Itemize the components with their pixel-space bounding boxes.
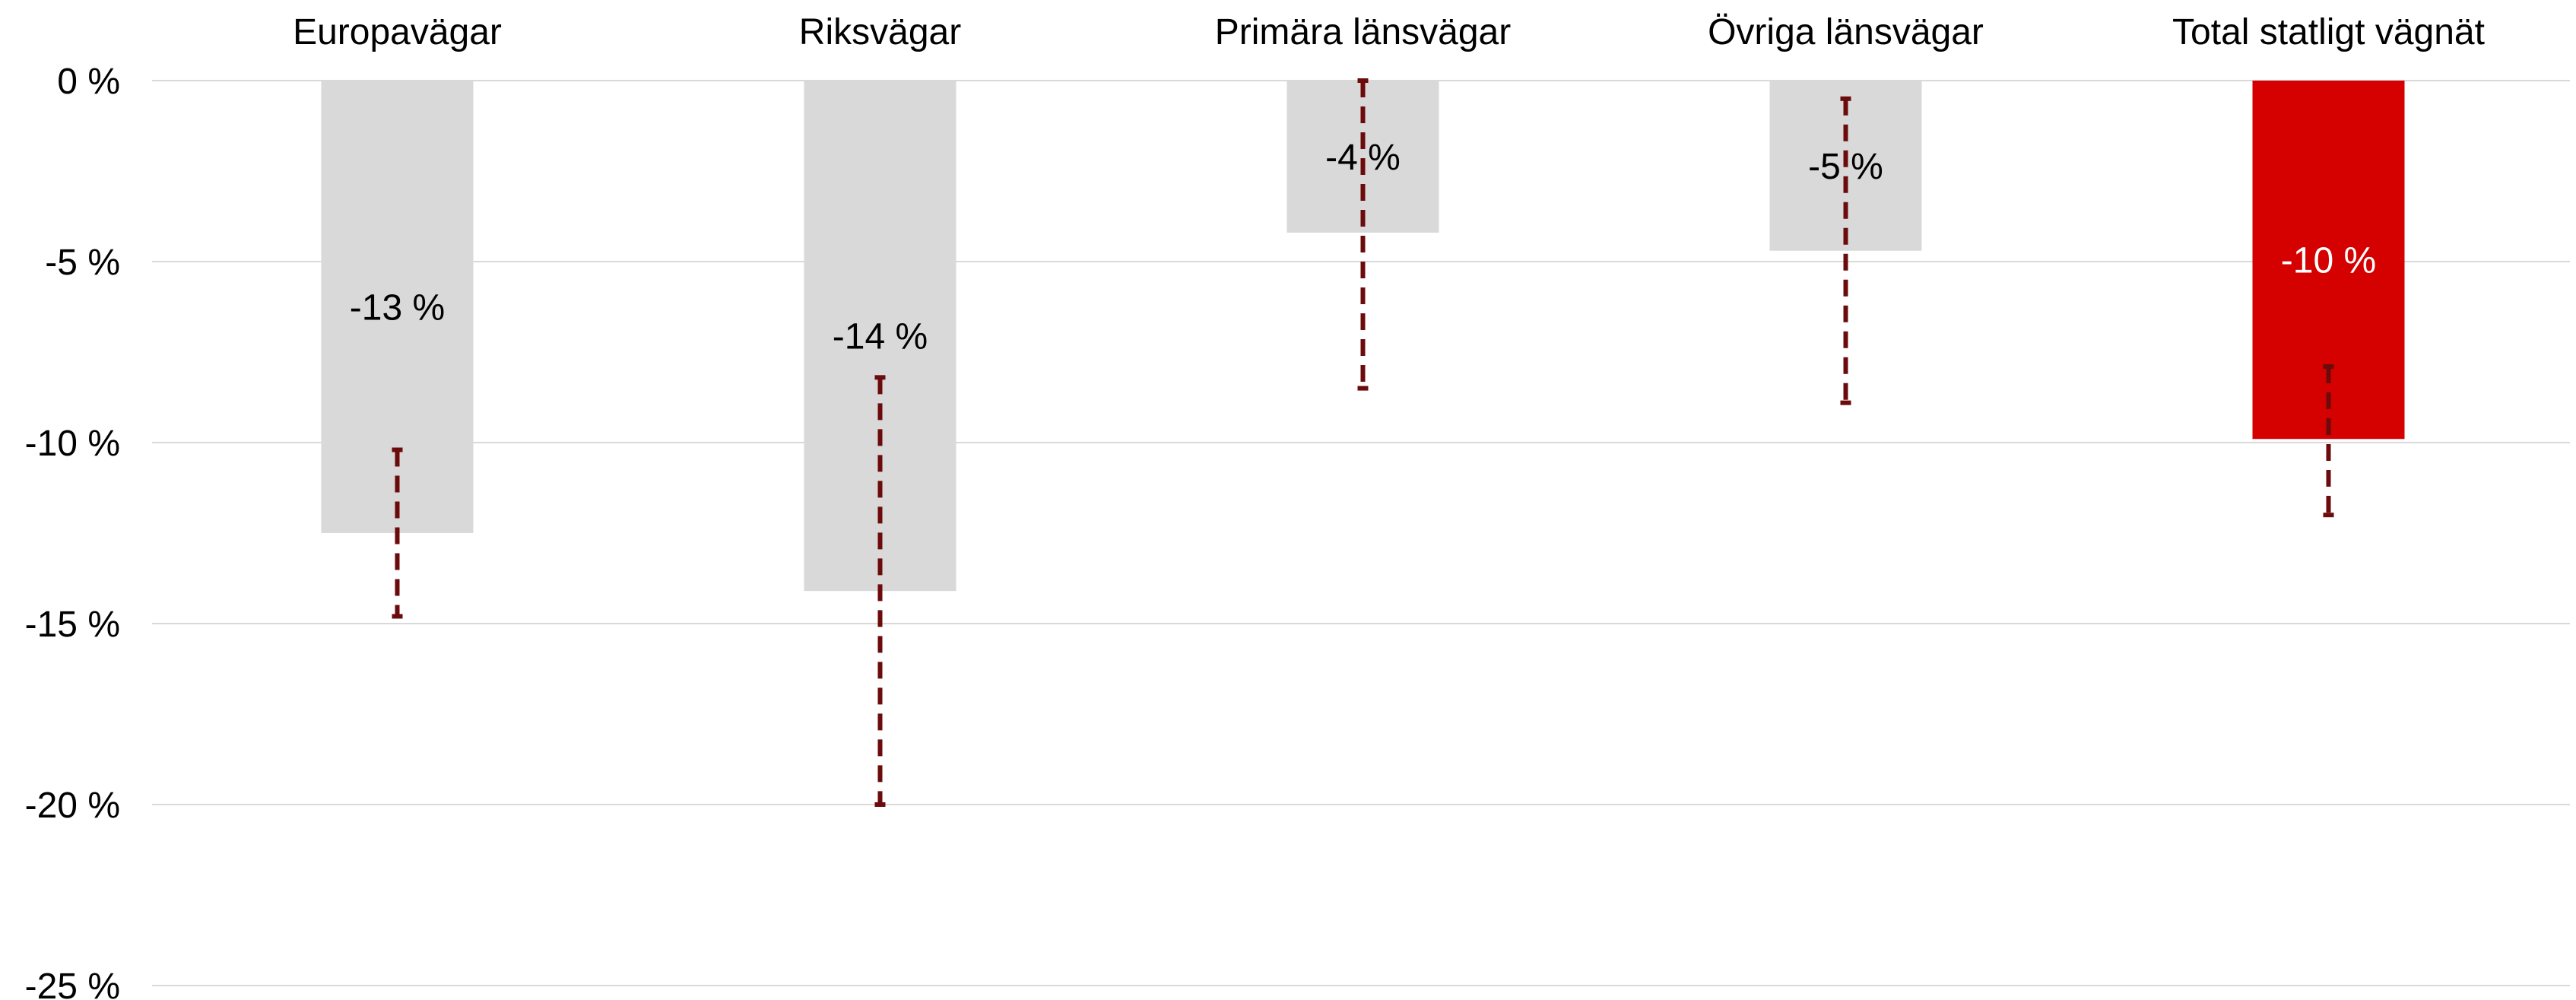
bar <box>804 81 956 592</box>
data-label: -13 % <box>350 288 445 329</box>
y-axis-tick-labels: 0 % -5 % -10 % -15 % -20 % -25 % <box>25 62 120 1000</box>
error-bar <box>2323 364 2334 518</box>
data-labels: -13 % -14 % -4 % -5 % -10 % <box>350 138 2376 357</box>
y-tick-label: -5 % <box>45 243 120 283</box>
y-tick-label: -10 % <box>25 424 120 464</box>
category-label: Europavägar <box>293 12 502 52</box>
error-bar <box>874 375 886 807</box>
y-tick-label: -15 % <box>25 605 120 645</box>
category-labels: Europavägar Riksvägar Primära länsvägar Övr… <box>293 12 2485 52</box>
gridlines <box>152 80 2570 986</box>
category-label: Övriga länsvägar <box>1708 12 1984 52</box>
data-label: -5 % <box>1808 147 1883 187</box>
error-bar <box>1840 96 1851 405</box>
category-label: Riksvägar <box>799 12 961 52</box>
error-bar <box>392 447 403 619</box>
y-tick-label: 0 % <box>57 62 120 102</box>
y-tick-label: -20 % <box>25 786 120 826</box>
y-tick-label: -25 % <box>25 967 120 1000</box>
data-label: -14 % <box>833 317 928 357</box>
data-label: -4 % <box>1325 138 1401 178</box>
error-bar <box>1357 78 1369 391</box>
category-label: Total statligt vägnät <box>2172 12 2485 52</box>
bar <box>1286 81 1439 233</box>
error-bars <box>392 78 2334 807</box>
data-label: -10 % <box>2281 241 2376 281</box>
category-label: Primära länsvägar <box>1215 12 1512 52</box>
bars <box>321 81 2405 592</box>
